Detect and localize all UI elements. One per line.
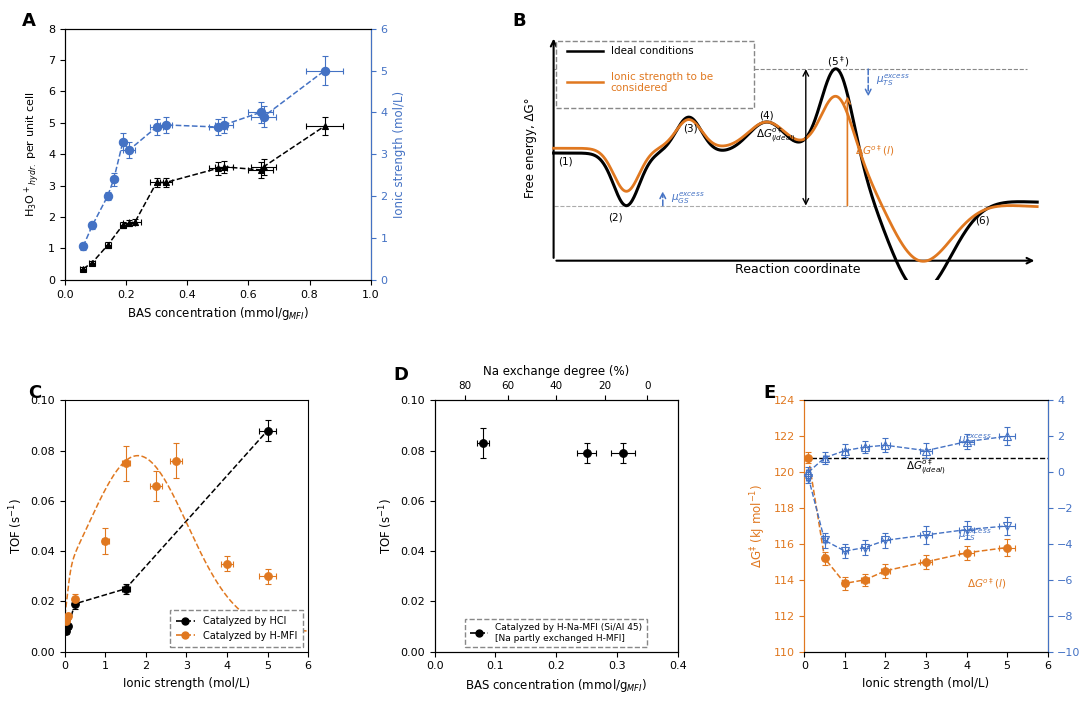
Legend: Catalyzed by H-Na-MFI (Si/Al 45)
[Na partly exchanged H-MFI]: Catalyzed by H-Na-MFI (Si/Al 45) [Na par… (465, 619, 647, 647)
Text: Reaction coordinate: Reaction coordinate (735, 263, 861, 276)
Text: (2): (2) (608, 212, 623, 222)
Text: Ideal conditions: Ideal conditions (611, 47, 693, 57)
Text: E: E (762, 384, 775, 402)
Text: (6): (6) (975, 215, 989, 225)
Text: B: B (512, 12, 526, 30)
Text: $\Delta G^{o\ddagger}(l)$: $\Delta G^{o\ddagger}(l)$ (855, 144, 894, 158)
Text: $\Delta G^{o\ddagger}_{(ideal)}$: $\Delta G^{o\ddagger}_{(ideal)}$ (756, 125, 795, 145)
X-axis label: Ionic strength (mol/L): Ionic strength (mol/L) (123, 677, 249, 690)
Text: (3): (3) (684, 123, 699, 133)
Text: (5$^\ddagger$): (5$^\ddagger$) (826, 54, 849, 69)
Text: Ionic strength to be
considered: Ionic strength to be considered (611, 72, 713, 93)
Text: $\Delta G^{o\ddagger}(l)$: $\Delta G^{o\ddagger}(l)$ (967, 576, 1005, 591)
Text: $\Delta G^{o\ddagger}_{(ideal)}$: $\Delta G^{o\ddagger}_{(ideal)}$ (906, 458, 945, 476)
X-axis label: BAS concentration (mmol/g$_{MFI}$): BAS concentration (mmol/g$_{MFI}$) (465, 677, 647, 694)
Text: (1): (1) (557, 157, 572, 167)
Text: $\mu^{excess}_{GS}$: $\mu^{excess}_{GS}$ (958, 432, 993, 448)
Bar (556, 41, 754, 107)
X-axis label: Na exchange degree (%): Na exchange degree (%) (483, 365, 630, 378)
X-axis label: BAS concentration (mmol/g$_{MFI}$): BAS concentration (mmol/g$_{MFI}$) (126, 305, 309, 322)
X-axis label: Ionic strength (mol/L): Ionic strength (mol/L) (863, 677, 989, 690)
Text: A: A (22, 12, 36, 30)
Text: D: D (393, 367, 408, 384)
Y-axis label: TOF (s$^{-1}$): TOF (s$^{-1}$) (8, 498, 25, 554)
Text: Free energy, ΔG°: Free energy, ΔG° (524, 98, 537, 198)
Legend: Catalyzed by HCl, Catalyzed by H-MFI: Catalyzed by HCl, Catalyzed by H-MFI (170, 610, 303, 647)
Text: C: C (28, 384, 41, 402)
Text: $\mu^{excess}_{GS}$: $\mu^{excess}_{GS}$ (671, 190, 704, 206)
Y-axis label: H$_3$O$^+$$_{hydr.}$ per unit cell: H$_3$O$^+$$_{hydr.}$ per unit cell (23, 92, 42, 217)
Text: $\mu^{excess}_{TS}$: $\mu^{excess}_{TS}$ (876, 72, 909, 88)
Text: $\mu^{excess}_{TS}$: $\mu^{excess}_{TS}$ (958, 527, 993, 543)
Y-axis label: ΔG$^{‡}$ (kJ mol$^{-1}$): ΔG$^{‡}$ (kJ mol$^{-1}$) (748, 484, 768, 568)
Y-axis label: TOF (s$^{-1}$): TOF (s$^{-1}$) (377, 498, 394, 554)
Y-axis label: Ionic strength (mol/L): Ionic strength (mol/L) (393, 91, 406, 218)
Text: (4): (4) (759, 110, 773, 120)
